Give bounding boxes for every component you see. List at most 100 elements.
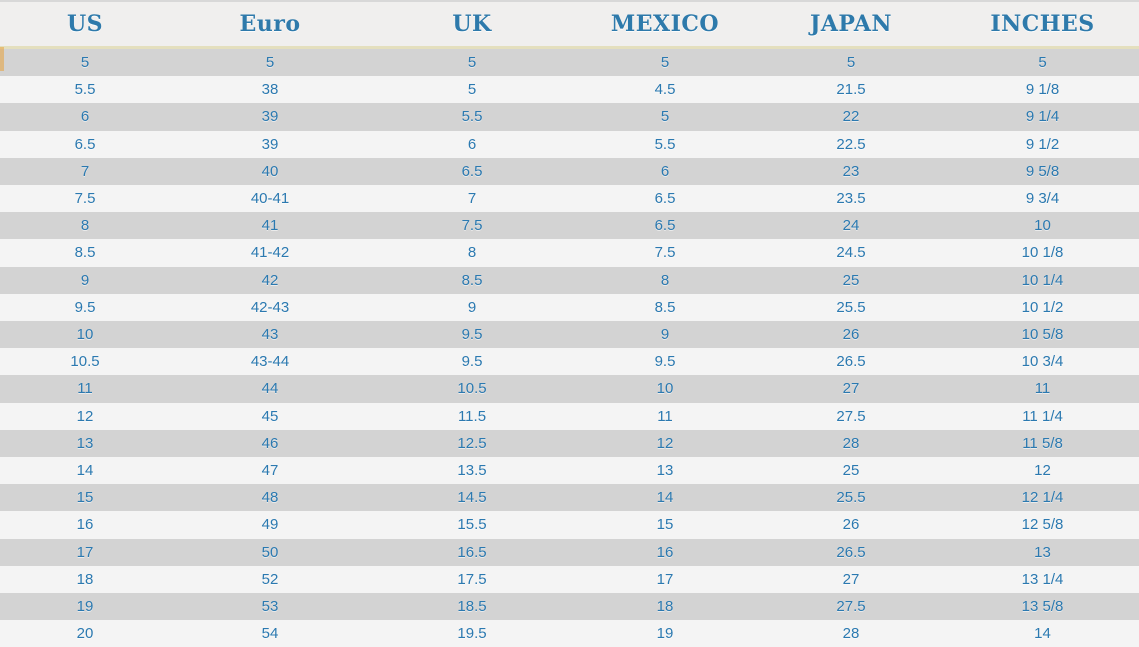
cell-us: 16	[76, 516, 94, 534]
cell-euro: 52	[261, 570, 279, 588]
cell-japan: 26	[842, 516, 860, 534]
cell-inches: 14	[1034, 625, 1051, 643]
cell-euro: 39	[261, 108, 279, 126]
cell-us: 10	[76, 326, 94, 344]
cell-euro: 41-42	[250, 244, 290, 262]
cell-japan: 28	[842, 434, 860, 452]
cell-us: 11	[77, 380, 93, 398]
cell-euro: 45	[261, 407, 279, 425]
cell-uk: 9	[467, 298, 477, 316]
cell-mexico: 18	[656, 598, 674, 616]
cell-euro: 41	[261, 217, 279, 235]
cell-uk: 17.5	[457, 570, 487, 588]
cell-japan: 24.5	[836, 244, 866, 262]
table-row: 9 42 8.5 8 25 10 1/4	[0, 266, 1139, 294]
cell-us: 7.5	[74, 190, 96, 208]
cell-japan: 27	[842, 570, 860, 588]
cell-mexico: 5	[660, 108, 670, 126]
cell-uk: 12.5	[457, 434, 487, 452]
cell-inches: 9 1/2	[1025, 135, 1060, 153]
cell-uk: 8	[467, 244, 477, 262]
cell-mexico: 15	[656, 516, 674, 534]
table-row: 12 45 11.5 11 27.5 11 1/4	[0, 402, 1139, 430]
cell-mexico: 13	[656, 462, 674, 480]
cell-mexico: 4.5	[654, 81, 676, 99]
cell-euro: 48	[261, 489, 279, 507]
table-row: 8.5 41-42 8 7.5 24.5 10 1/8	[0, 239, 1139, 267]
column-header-uk: UK	[370, 0, 574, 49]
cell-mexico: 9	[660, 326, 670, 344]
cell-euro: 50	[261, 543, 279, 561]
column-header-mexico: MEXICO	[574, 0, 756, 49]
table-header: US Euro UK MEXICO JAPAN INCHES	[0, 0, 1139, 49]
cell-euro: 49	[261, 516, 279, 534]
cell-euro: 42	[261, 271, 279, 289]
cell-us: 15	[76, 489, 94, 507]
cell-us: 14	[76, 462, 94, 480]
cell-uk: 5.5	[461, 108, 483, 126]
cell-euro: 47	[261, 462, 279, 480]
cell-japan: 5	[846, 54, 856, 71]
cell-euro: 38	[261, 81, 279, 99]
cell-uk: 6.5	[461, 162, 483, 180]
cell-us: 8	[80, 217, 90, 235]
cell-mexico: 8	[660, 271, 670, 289]
cell-uk: 7	[467, 190, 477, 208]
cell-euro: 43	[261, 326, 279, 344]
cell-us: 6	[80, 108, 90, 126]
cell-japan: 27	[842, 380, 860, 398]
cell-mexico: 6	[660, 162, 670, 180]
cell-mexico: 6.5	[654, 217, 676, 235]
cell-mexico: 9.5	[654, 353, 676, 371]
cell-japan: 26	[842, 326, 860, 344]
cell-mexico: 10	[656, 380, 674, 398]
cell-mexico: 12	[656, 434, 674, 452]
cell-japan: 23.5	[836, 190, 866, 208]
column-header-euro: Euro	[170, 0, 370, 49]
cell-mexico: 5	[660, 54, 670, 71]
cell-us: 18	[76, 570, 94, 588]
column-header-japan: JAPAN	[756, 0, 946, 49]
cell-uk: 5	[467, 54, 477, 71]
cell-inches: 13 5/8	[1021, 598, 1064, 616]
cell-japan: 26.5	[836, 543, 866, 561]
cell-inches: 9 3/4	[1025, 190, 1060, 208]
cell-uk: 10.5	[457, 380, 487, 398]
header-row: US Euro UK MEXICO JAPAN INCHES	[0, 0, 1139, 49]
cell-uk: 15.5	[457, 516, 487, 534]
cell-uk: 9.5	[461, 326, 483, 344]
cell-inches: 10	[1034, 217, 1051, 235]
table-row: 13 46 12.5 12 28 11 5/8	[0, 429, 1139, 458]
cell-us: 8.5	[74, 244, 96, 262]
table-row: 6 39 5.5 5 22 9 1/4	[0, 103, 1139, 131]
cell-us: 17	[76, 543, 94, 561]
cell-us: 12	[76, 407, 94, 425]
table-row: 20 54 19.5 19 28 14	[0, 620, 1139, 647]
cell-euro: 43-44	[250, 353, 290, 371]
cell-euro: 40	[261, 162, 279, 180]
table-row: 11 44 10.5 10 27 11	[0, 375, 1139, 403]
cell-uk: 13.5	[457, 462, 487, 480]
cell-us: 5.5	[74, 81, 96, 99]
cell-inches: 11 1/4	[1022, 407, 1063, 425]
cell-mexico: 7.5	[654, 244, 676, 262]
cell-us: 10.5	[70, 353, 100, 371]
cell-uk: 9.5	[461, 353, 483, 371]
cell-us: 13	[76, 434, 94, 452]
cell-inches: 13 1/4	[1021, 570, 1064, 588]
table-row: 15 48 14.5 14 25.5 12 1/4	[0, 484, 1139, 512]
cell-japan: 25	[842, 462, 860, 480]
cell-inches: 10 1/2	[1021, 298, 1064, 316]
cell-uk: 6	[467, 135, 477, 153]
cell-inches: 10 1/8	[1021, 244, 1064, 262]
table-row: 10 43 9.5 9 26 10 5/8	[0, 321, 1139, 349]
table-row: 14 47 13.5 13 25 12	[0, 457, 1139, 485]
table-row: 16 49 15.5 15 26 12 5/8	[0, 511, 1139, 539]
cell-euro: 53	[261, 598, 279, 616]
cell-euro: 54	[261, 625, 279, 643]
column-header-inches: INCHES	[946, 0, 1139, 49]
cell-inches: 12	[1034, 462, 1051, 480]
cell-uk: 16.5	[457, 543, 487, 561]
cell-inches: 9 5/8	[1025, 162, 1060, 180]
